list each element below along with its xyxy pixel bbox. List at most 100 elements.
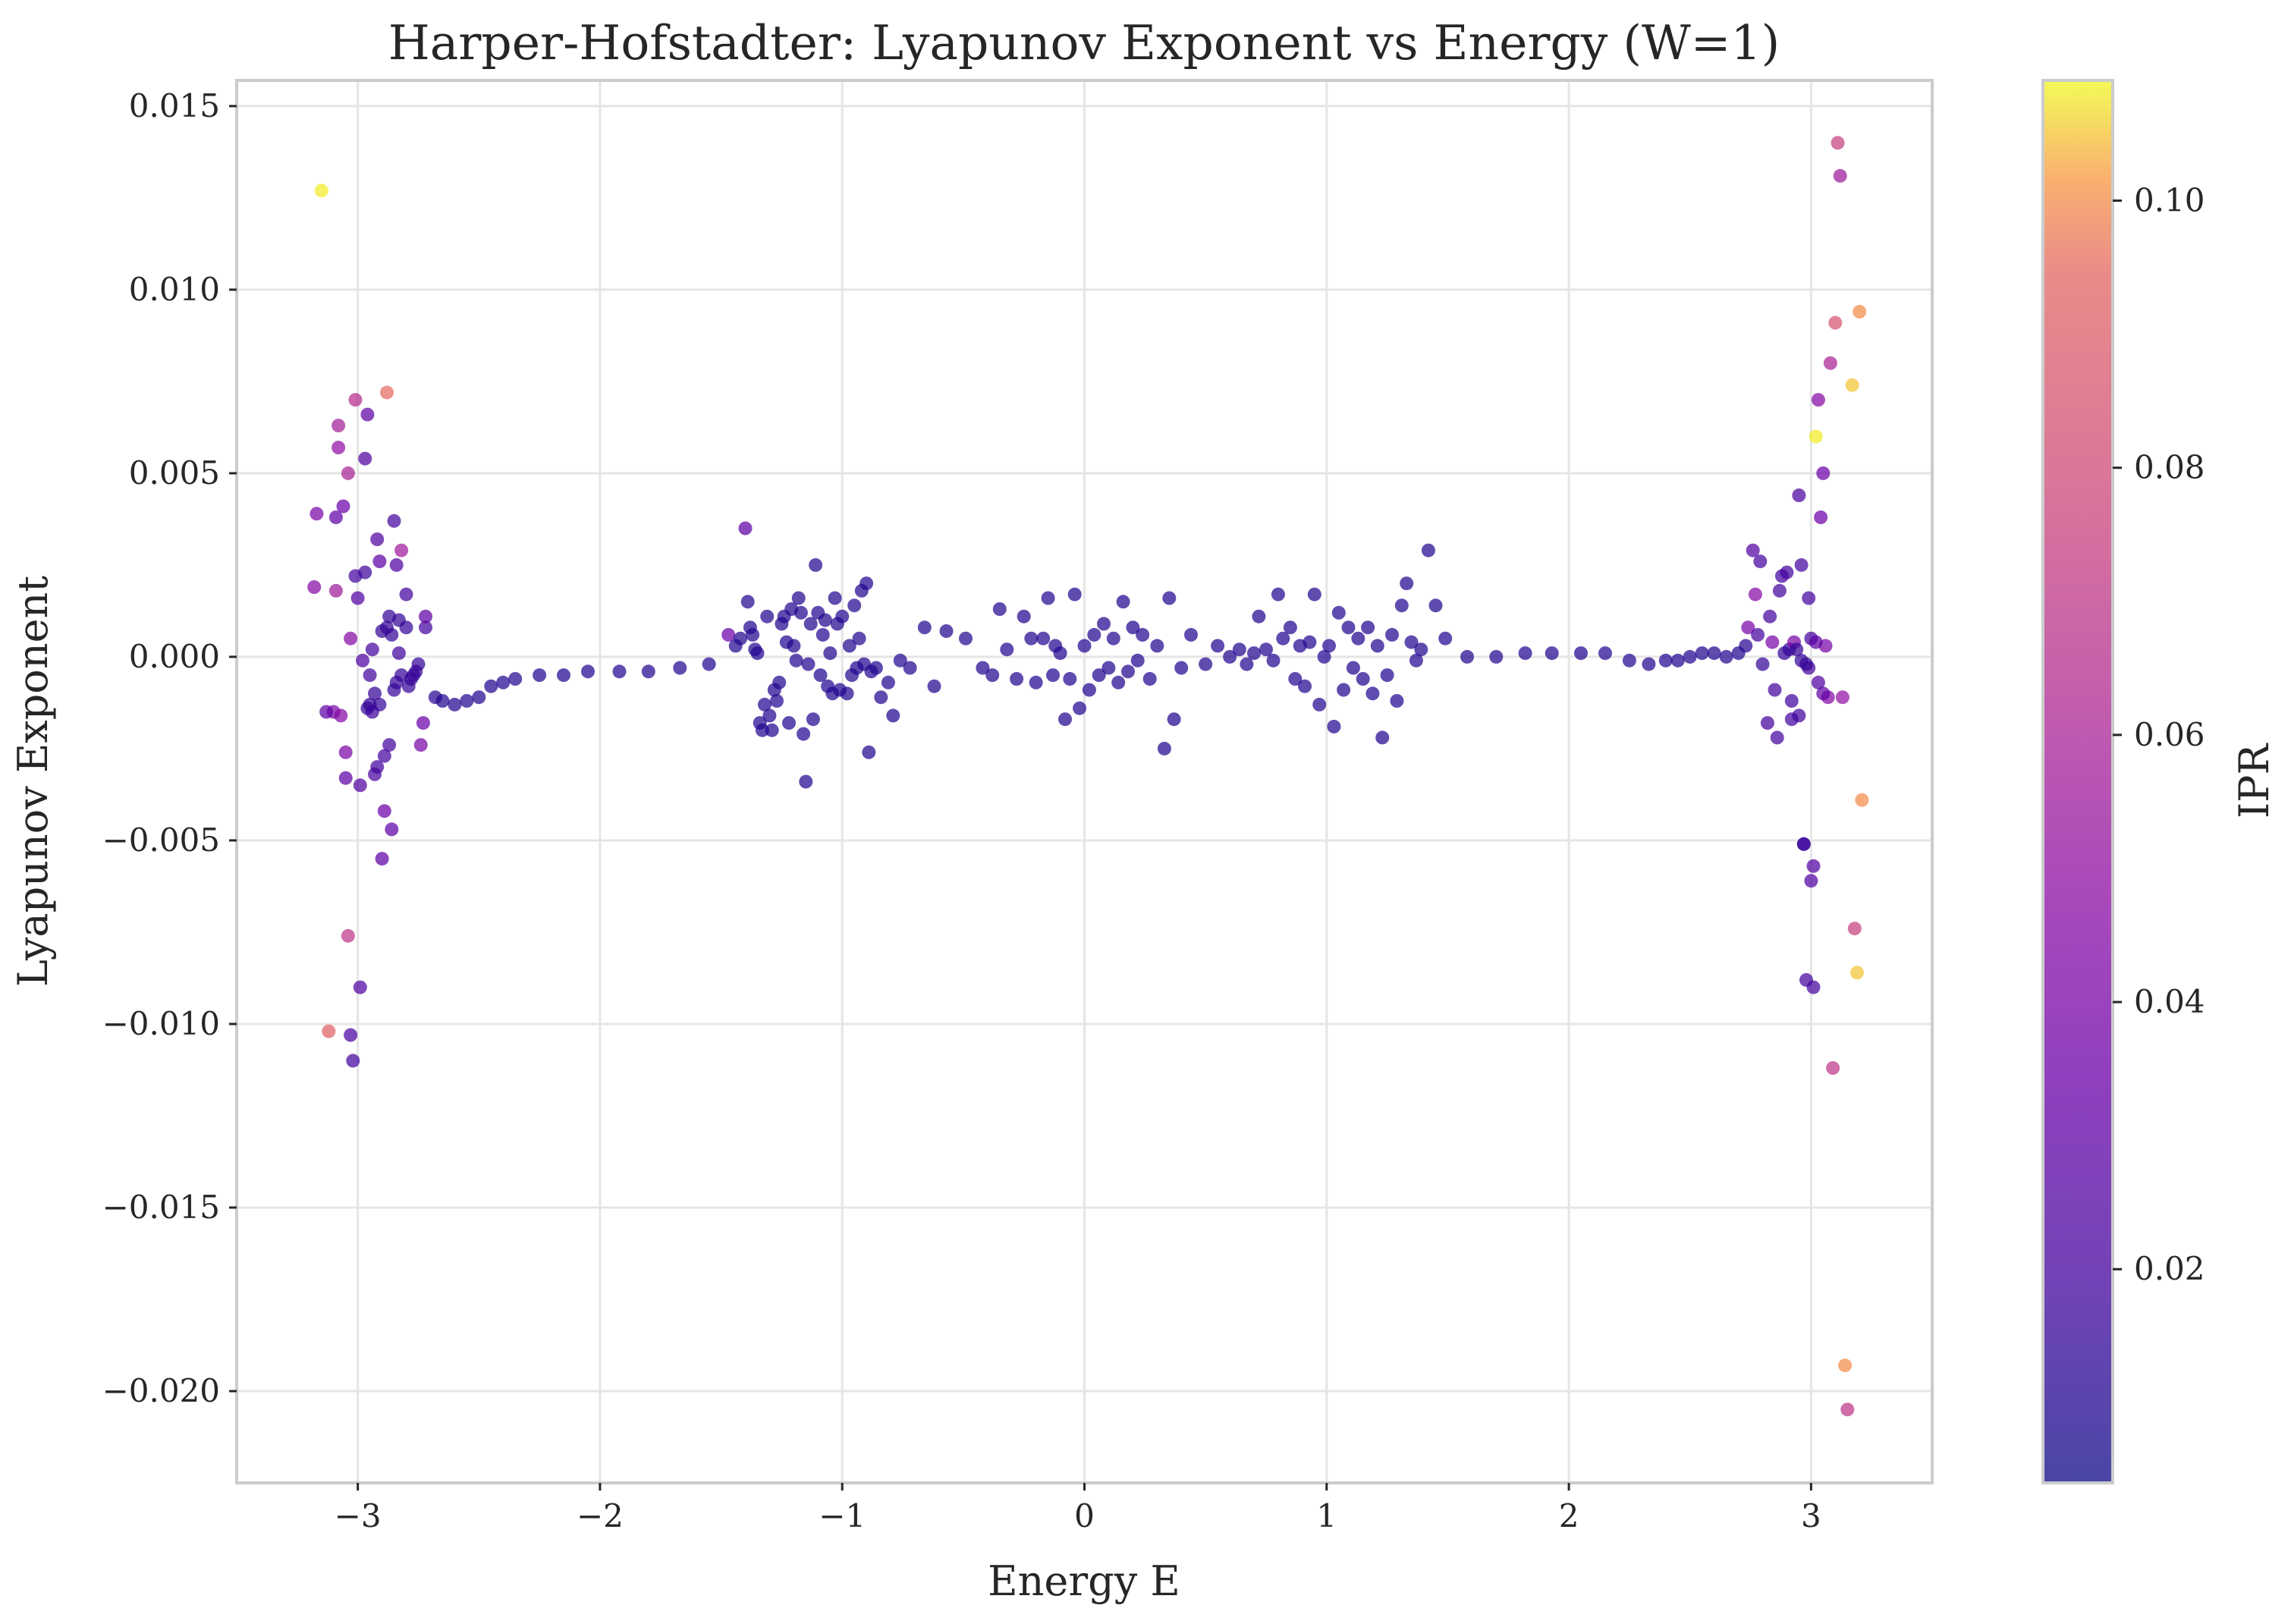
data-point [1142, 672, 1157, 686]
data-point [770, 694, 784, 708]
data-point [959, 631, 973, 646]
data-point [1276, 631, 1290, 646]
data-point [1748, 587, 1762, 602]
data-point [852, 631, 866, 646]
data-point [377, 749, 391, 763]
x-tick-label: 1 [1316, 1497, 1337, 1534]
data-point [1835, 690, 1849, 705]
data-point [358, 565, 372, 580]
data-point [341, 928, 355, 943]
data-point [1041, 591, 1055, 605]
data-point [350, 591, 365, 605]
data-point [835, 609, 850, 624]
data-point [1252, 609, 1266, 624]
y-tick-label: 0.000 [129, 638, 220, 675]
data-point [1670, 653, 1685, 668]
data-point [760, 609, 775, 624]
data-point [1622, 653, 1636, 668]
data-point [1232, 642, 1246, 657]
colorbar-tick-label: 0.10 [2134, 181, 2205, 218]
data-point [750, 646, 765, 661]
data-point [1259, 642, 1273, 657]
data-point [842, 639, 856, 653]
data-point [847, 598, 862, 613]
colorbar: 0.02 0.04 0.06 0.08 0.10 IPR [2041, 79, 2278, 1484]
data-point [1247, 646, 1261, 661]
chart-title: Harper-Hofstadter: Lyapunov Exponent vs … [388, 15, 1780, 71]
data-point [612, 664, 627, 679]
data-point [740, 595, 755, 609]
data-point [496, 675, 511, 689]
data-point [801, 657, 816, 671]
data-point [484, 679, 498, 693]
data-point [401, 679, 416, 693]
data-point [370, 760, 385, 774]
x-tick-label: −3 [335, 1497, 382, 1534]
data-point [641, 664, 655, 679]
data-point [1811, 675, 1825, 689]
data-point [903, 661, 917, 675]
data-point [1046, 668, 1060, 683]
data-point [1375, 730, 1390, 745]
data-point [1751, 627, 1765, 642]
data-point [394, 668, 409, 683]
x-tick-label: 2 [1559, 1497, 1579, 1534]
data-point [1058, 712, 1072, 727]
data-point [1337, 683, 1351, 697]
data-point [341, 466, 355, 480]
x-tick-label: 3 [1801, 1497, 1821, 1534]
data-point [1746, 543, 1760, 558]
data-point [1853, 304, 1867, 319]
data-point [1790, 642, 1804, 657]
data-point [1780, 565, 1794, 580]
data-point [1223, 649, 1237, 664]
data-point [1845, 378, 1859, 392]
colorbar-tick-label: 0.04 [2134, 983, 2205, 1020]
data-point [818, 613, 832, 627]
data-point [1322, 639, 1336, 653]
data-point [1809, 635, 1823, 649]
data-point [1753, 554, 1768, 569]
data-point [1162, 591, 1177, 605]
data-point [1327, 719, 1341, 733]
data-point [1073, 701, 1087, 715]
data-point [976, 661, 990, 675]
axes: −3 −2 −1 0 1 2 3 −0.020 −0.015 −0.010 −0.005 0.000 0… [102, 87, 1821, 1534]
colorbar-frame [2041, 79, 2114, 1484]
data-point [363, 668, 377, 683]
data-point [581, 664, 595, 679]
data-point [1739, 639, 1753, 653]
data-point [874, 690, 888, 705]
colorbar-tick-label: 0.08 [2134, 449, 2205, 486]
data-point [1804, 874, 1818, 888]
data-point [1082, 683, 1096, 697]
data-point [1828, 316, 1843, 330]
x-tick-label: −2 [577, 1497, 624, 1534]
data-point [419, 620, 432, 635]
data-point [1826, 1061, 1840, 1075]
data-point [1855, 793, 1869, 807]
data-point [1351, 631, 1365, 646]
data-point [338, 771, 353, 785]
data-point [1087, 627, 1102, 642]
data-point [1029, 675, 1043, 689]
data-point [1802, 591, 1816, 605]
data-point [411, 657, 426, 671]
colorbar-tick-label: 0.02 [2134, 1250, 2205, 1287]
grid-lines [237, 80, 1932, 1483]
data-point [1102, 661, 1116, 675]
data-point [1489, 649, 1504, 664]
data-point [1545, 646, 1559, 661]
y-tick-label: −0.015 [102, 1189, 220, 1226]
data-point [1077, 639, 1092, 653]
data-point [1806, 859, 1821, 873]
data-point [1298, 679, 1312, 693]
data-point [332, 441, 346, 454]
data-point [356, 653, 369, 668]
data-point [985, 668, 1000, 683]
data-point [508, 672, 523, 686]
data-points [307, 136, 1869, 1417]
data-point [1518, 646, 1532, 661]
data-point [385, 822, 399, 837]
